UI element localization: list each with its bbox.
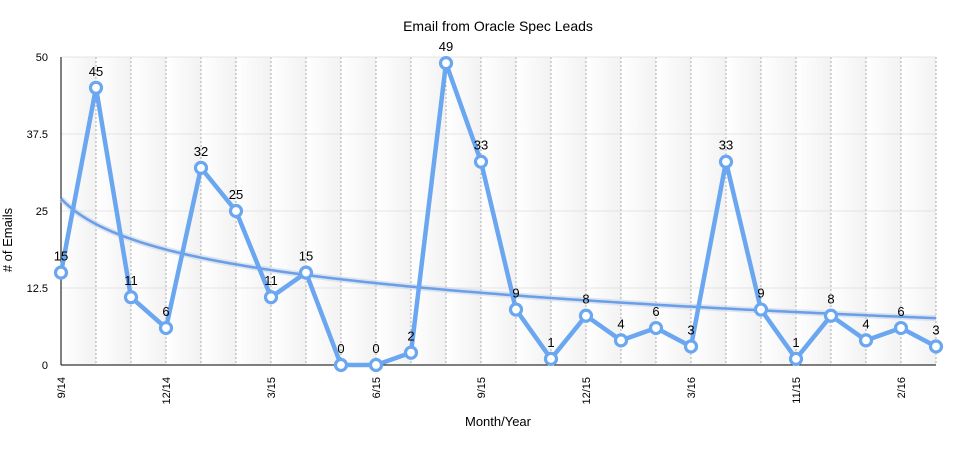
series-path: [58, 60, 938, 368]
data-point: [298, 265, 314, 280]
data-point: [473, 154, 489, 169]
data-label: 4: [617, 316, 624, 331]
data-point: [753, 302, 769, 317]
data-point: [578, 308, 594, 323]
x-tick-labels: 9/14 12/14 3/15 6/15 9/15 12/15 3/16 11/15 2/16: [56, 377, 908, 405]
data-label: 15: [299, 249, 313, 264]
x-tick-label: 12/15: [581, 377, 593, 405]
data-label: 9: [512, 286, 519, 301]
series-line: [58, 60, 938, 368]
data-label: 3: [687, 323, 694, 338]
y-tick-labels: 0 12.5 25 37.5 50: [27, 52, 48, 372]
x-tick-label: 2/16: [896, 377, 908, 398]
data-label: 1: [792, 335, 799, 350]
x-tick-label: 12/14: [161, 377, 173, 405]
data-point: [333, 357, 349, 373]
data-point: [788, 351, 804, 366]
data-label: 6: [652, 304, 659, 319]
axes: [60, 57, 936, 366]
data-label: 33: [719, 138, 733, 153]
trendline: [58, 196, 937, 322]
data-point: [123, 290, 139, 305]
x-tick-label: 11/15: [791, 377, 803, 404]
data-point: [368, 357, 384, 373]
x-axis-label: Month/Year: [465, 414, 532, 429]
y-tick-label: 12.5: [27, 283, 48, 295]
data-point: [613, 333, 629, 348]
chart-title: Email from Oracle Spec Leads: [403, 18, 593, 34]
data-point: [928, 339, 944, 354]
data-label: 11: [124, 273, 138, 288]
data-label: 0: [337, 341, 344, 356]
x-tick-label: 6/15: [371, 377, 383, 398]
x-tick-label: 9/15: [476, 377, 488, 398]
x-tick-label: 3/15: [266, 377, 278, 398]
x-tick-label: 9/14: [56, 377, 68, 398]
data-label: 49: [439, 39, 453, 54]
data-label: 1: [547, 335, 554, 350]
data-point: [718, 154, 734, 169]
x-tick-label: 3/16: [686, 377, 698, 398]
data-label: 15: [54, 249, 68, 264]
data-point: [53, 265, 69, 280]
data-label: 33: [474, 138, 488, 153]
data-label: 6: [897, 304, 904, 319]
data-point: [858, 333, 874, 348]
data-point: [403, 345, 419, 360]
data-label: 6: [162, 304, 169, 319]
data-label: 2: [407, 329, 414, 344]
data-label: 45: [89, 64, 103, 79]
data-point: [543, 351, 559, 366]
data-point: [893, 320, 909, 336]
trendline-path: [60, 197, 937, 320]
data-label: 8: [582, 292, 589, 307]
data-point: [88, 80, 104, 95]
data-label: 4: [862, 316, 869, 331]
data-point: [263, 290, 279, 305]
data-point: [158, 320, 174, 336]
data-label: 25: [229, 187, 243, 202]
data-point: [193, 160, 209, 175]
data-points: [53, 56, 944, 373]
data-label: 32: [194, 144, 208, 159]
data-point: [508, 302, 524, 317]
y-tick-label: 25: [36, 206, 48, 218]
data-point: [228, 203, 244, 219]
data-label: 8: [827, 292, 834, 307]
data-label: 11: [264, 273, 278, 288]
data-point: [683, 339, 699, 354]
y-tick-label: 50: [36, 52, 48, 64]
data-point: [438, 56, 454, 71]
data-label: 0: [372, 341, 379, 356]
data-label: 9: [757, 286, 764, 301]
data-point: [648, 320, 664, 336]
data-label: 3: [932, 323, 939, 338]
y-axis-label: # of Emails: [0, 207, 15, 272]
y-tick-label: 0: [42, 360, 48, 372]
data-point: [823, 308, 839, 323]
y-tick-label: 37.5: [27, 129, 48, 141]
